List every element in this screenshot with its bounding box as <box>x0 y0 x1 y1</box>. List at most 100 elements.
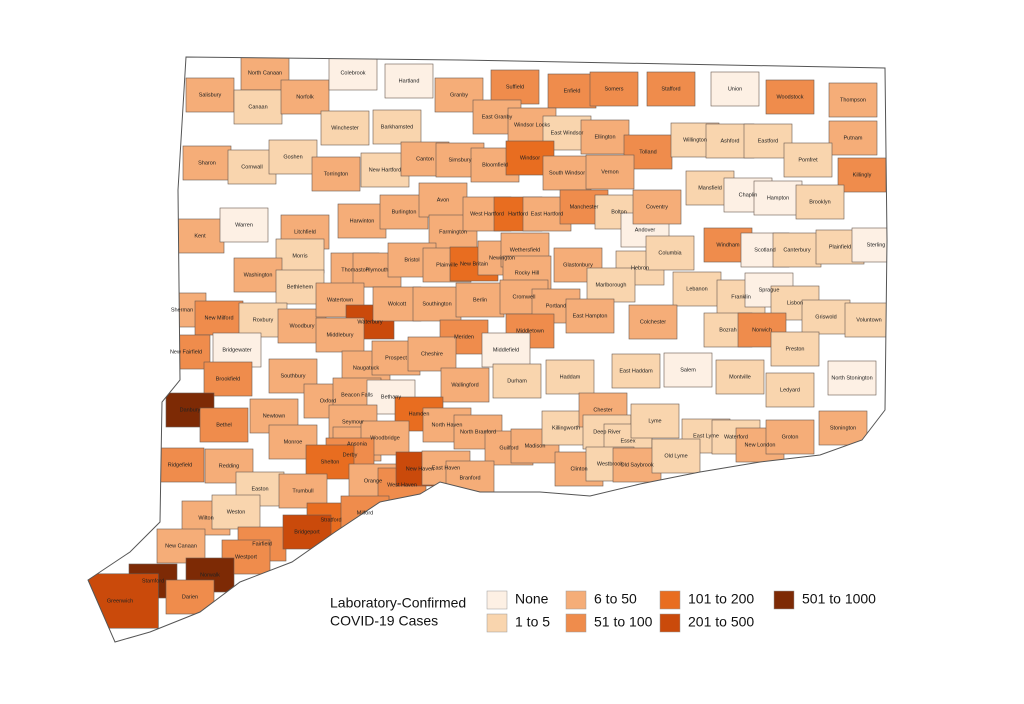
town-label: Berlin <box>473 297 487 303</box>
town-label: Enfield <box>564 88 581 94</box>
town-label: Litchfield <box>294 229 316 235</box>
town-label: Redding <box>219 463 240 469</box>
town-label: Somers <box>605 86 624 92</box>
town-label: Killingly <box>853 172 872 178</box>
town-label: Rocky Hill <box>515 270 539 276</box>
town-label: Colebrook <box>340 70 365 76</box>
town <box>278 473 328 509</box>
town-label: Windham <box>716 242 740 248</box>
town-label: Simsbury <box>449 157 472 163</box>
legend-swatch <box>659 590 681 610</box>
town <box>328 57 378 91</box>
town <box>275 238 325 274</box>
town <box>311 156 361 192</box>
town-label: Waterbury <box>357 319 382 325</box>
town-label: Greenwich <box>107 598 133 604</box>
town <box>481 332 531 368</box>
town <box>585 154 635 190</box>
town-label: Stafford <box>661 86 680 92</box>
legend-label: 6 to 50 <box>594 591 637 607</box>
town-label: Plymouth <box>366 267 389 273</box>
town <box>233 89 283 125</box>
town-label: Windsor Locks <box>514 122 550 128</box>
town-label: Preston <box>786 346 805 352</box>
town-label: Seymour <box>342 419 364 425</box>
town-label: East Hartford <box>531 211 563 217</box>
town-label: New Milford <box>204 315 233 321</box>
town-label: Essex <box>621 438 636 444</box>
town-label: Middletown <box>516 328 544 334</box>
town-label: East Haddam <box>619 368 653 374</box>
town-label: Bridgewater <box>222 347 252 353</box>
town-label: Glastonbury <box>563 262 593 268</box>
town-label: Old Lyme <box>664 453 687 459</box>
town <box>542 155 592 191</box>
town <box>632 189 682 225</box>
town <box>743 123 793 159</box>
town-label: Brookfield <box>216 376 240 382</box>
town-label: Salem <box>680 367 696 373</box>
town-label: Thompson <box>840 97 866 103</box>
legend-swatch <box>486 613 508 633</box>
town-label: Thomaston <box>341 267 369 273</box>
town-label: Haddam <box>560 374 581 380</box>
town-label: Lyme <box>648 418 661 424</box>
town <box>628 304 678 340</box>
town-label: Warren <box>235 222 253 228</box>
town-label: Tolland <box>639 149 656 155</box>
town <box>844 302 887 338</box>
town-label: Canterbury <box>783 247 810 253</box>
town <box>305 444 355 480</box>
town-label: New Fairfield <box>170 349 202 355</box>
town <box>155 447 205 483</box>
town <box>765 419 815 455</box>
town-label: Stamford <box>142 578 164 584</box>
town <box>753 180 803 216</box>
town-label: Middlebury <box>327 332 354 338</box>
town-label: Woodbury <box>290 323 315 329</box>
legend-label: 201 to 500 <box>688 614 754 630</box>
town <box>547 73 597 109</box>
town <box>194 300 244 336</box>
town-label: Southbury <box>280 373 305 379</box>
town <box>651 438 701 474</box>
town <box>827 360 877 396</box>
town-label: Ledyard <box>780 387 800 393</box>
town-label: Watertown <box>327 297 353 303</box>
town <box>384 63 434 99</box>
town-label: Chester <box>593 407 612 413</box>
town-label: Marlborough <box>596 282 627 288</box>
town-label: Trumbull <box>292 488 313 494</box>
town-label: Canaan <box>248 104 267 110</box>
town <box>646 71 696 107</box>
town <box>801 299 851 335</box>
town-label: Cromwell <box>513 294 536 300</box>
town <box>837 157 887 193</box>
town-label: Hartford <box>508 211 528 217</box>
town <box>580 119 630 155</box>
legend-title: Laboratory-Confirmed <box>330 595 466 611</box>
town <box>545 359 595 395</box>
town <box>818 410 868 446</box>
legend-title: COVID-19 Cases <box>330 613 438 629</box>
town-label: Norwich <box>752 327 772 333</box>
legend: Laboratory-Confirmed COVID-19 Cases None 1 … <box>330 590 876 633</box>
town <box>418 182 468 218</box>
town-label: Woodstock <box>776 94 803 100</box>
town-label: Prospect <box>385 355 407 361</box>
town-label: Lebanon <box>686 286 707 292</box>
town-label: Roxbury <box>253 317 274 323</box>
town-label: Bethlehem <box>287 284 314 290</box>
town-label: Cheshire <box>421 351 443 357</box>
town <box>407 336 457 372</box>
town-label: Ridgefield <box>168 462 192 468</box>
town <box>851 227 887 263</box>
town-label: Torrington <box>324 171 348 177</box>
town-label: New Haven <box>406 466 434 472</box>
town <box>156 528 206 564</box>
town-label: Hebron <box>631 265 649 271</box>
town-label: New Canaan <box>165 543 197 549</box>
town <box>490 69 540 105</box>
town-label: Brooklyn <box>809 199 830 205</box>
town-label: Coventry <box>646 204 668 210</box>
